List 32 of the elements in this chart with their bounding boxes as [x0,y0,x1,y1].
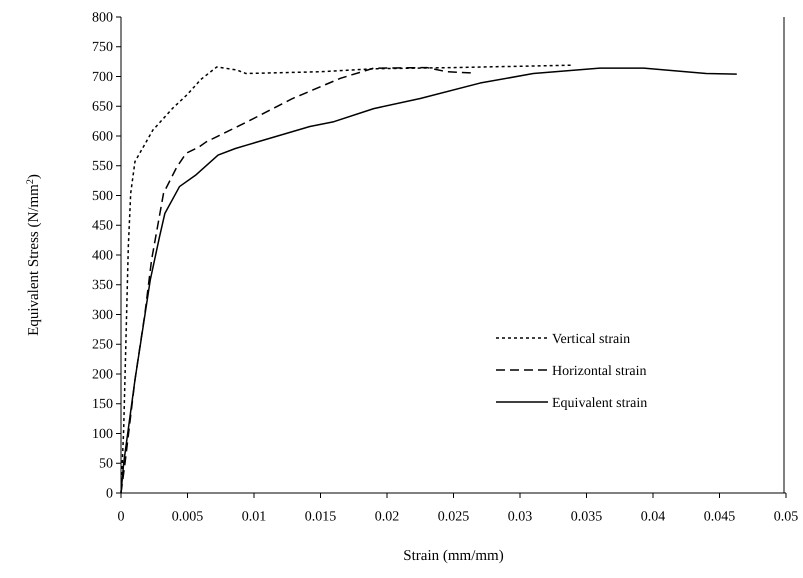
legend-label: Vertical strain [552,332,630,347]
legend-label: Equivalent strain [552,396,648,411]
y-tick-label: 250 [92,338,113,353]
x-tick-label: 0 [118,510,124,525]
y-tick-label: 800 [92,10,113,26]
x-tick-label: 0.03 [508,510,532,525]
y-tick-label: 300 [92,308,113,323]
legend-label: Horizontal strain [552,364,646,379]
x-tick-label: 0.005 [172,510,204,525]
y-tick-label: 0 [106,486,113,502]
x-tick-label: 0.015 [304,510,336,525]
x-tick-label: 0.05 [774,510,798,525]
y-tick-label: 200 [92,367,113,382]
x-tick-label: 0.02 [374,510,400,525]
y-tick-label: 100 [92,426,113,442]
x-tick-label: 0.04 [640,510,666,525]
x-tick-label: 0.025 [438,510,470,525]
y-tick-label: 500 [92,188,113,204]
x-axis-title: Strain (mm/mm) [403,548,504,564]
y-tick-label: 50 [99,456,113,472]
x-tick-label: 0.01 [242,510,266,525]
y-tick-label: 450 [92,218,113,234]
x-tick-label: 0.035 [570,510,602,525]
y-tick-label: 650 [92,100,113,115]
y-tick-label: 150 [92,397,113,412]
y-tick-label: 400 [92,248,113,264]
y-tick-label: 750 [92,40,113,56]
y-tick-label: 700 [92,70,113,85]
y-tick-label: 350 [92,278,113,294]
y-tick-label: 600 [92,129,113,144]
x-tick-label: 0.045 [704,510,736,525]
y-tick-label: 550 [92,159,113,174]
